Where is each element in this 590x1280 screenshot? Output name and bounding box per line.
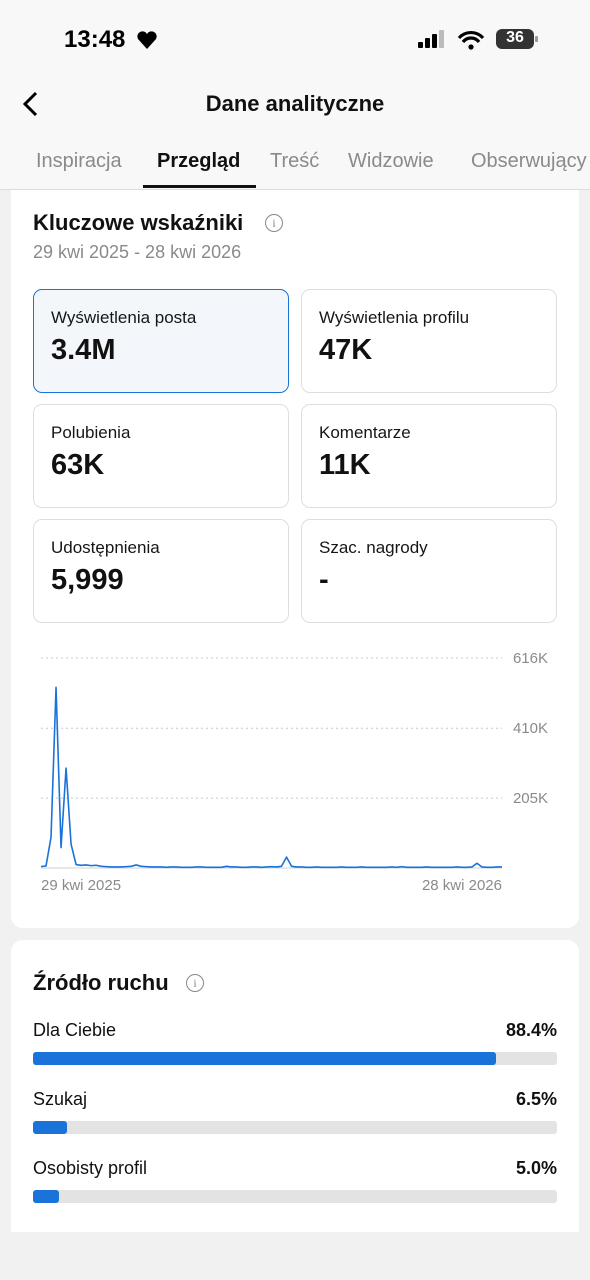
tab-underline	[143, 185, 256, 188]
info-icon[interactable]: i	[186, 974, 204, 992]
metric-label: Szac. nagrody	[319, 538, 428, 557]
traffic-card	[11, 940, 579, 1232]
tab[interactable]: Obserwujący	[471, 150, 587, 172]
clock: 13:48	[64, 26, 126, 53]
metric-label: Polubienia	[51, 423, 131, 442]
bar-track	[33, 1190, 557, 1203]
tab-active[interactable]: Przegląd	[157, 150, 241, 172]
metric-card[interactable]: Wyświetlenia profilu 47K	[301, 289, 557, 393]
status-icons	[418, 29, 538, 50]
divider	[0, 189, 590, 190]
info-icon[interactable]: i	[265, 214, 283, 232]
source-name: Osobisty profil	[33, 1158, 148, 1178]
data-line	[40, 686, 502, 869]
bar-track	[33, 1121, 557, 1134]
x-tick-label: 28 kwi 2026	[422, 877, 502, 894]
metric-label: Komentarze	[319, 423, 411, 442]
metric-value: 5,999	[51, 564, 124, 596]
top-area	[0, 0, 590, 190]
metric-value: 3.4M	[51, 334, 116, 366]
battery-level: 36	[506, 29, 524, 46]
source-value: 6.5%	[515, 1089, 557, 1109]
section-title: Kluczowe wskaźniki	[33, 210, 244, 235]
metric-label: Wyświetlenia posta	[51, 308, 197, 327]
bar	[33, 1190, 60, 1203]
metric-card[interactable]: Komentarze 11K	[301, 404, 557, 508]
date-range: 29 kwi 2025 - 28 kwi 2026	[33, 242, 242, 262]
metric-label: Wyświetlenia profilu	[319, 308, 470, 327]
back-button[interactable]	[18, 90, 42, 118]
metric-card[interactable]: Udostępnienia 5,999	[33, 519, 289, 623]
metric-card[interactable]: Polubienia 63K	[33, 404, 289, 508]
page-title: Dane analityczne	[205, 91, 385, 116]
metric-value: -	[319, 564, 329, 596]
line-chart: 205K 410K 616K 29 kwi 2025 28 kwi 2026	[40, 650, 548, 894]
tab[interactable]: Inspiracja	[36, 150, 122, 172]
y-tick-label: 616K	[513, 650, 548, 667]
traffic-list: Dla Ciebie 88.4% Szukaj 6.5% Osobisty profil…	[33, 1020, 557, 1203]
source-name: Dla Ciebie	[33, 1020, 117, 1040]
bar	[33, 1052, 497, 1065]
metric-value: 63K	[51, 449, 105, 481]
y-tick-label: 205K	[513, 790, 548, 807]
metric-label: Udostępnienia	[51, 538, 160, 557]
y-tick-label: 410K	[513, 720, 548, 737]
tab[interactable]: Widzowie	[348, 150, 434, 172]
source-name: Szukaj	[33, 1089, 88, 1109]
source-value: 88.4%	[505, 1020, 557, 1040]
source-value: 5.0%	[515, 1158, 557, 1178]
heart-icon	[137, 31, 157, 49]
metric-value: 47K	[319, 334, 373, 366]
section-title: Źródło ruchu	[33, 970, 169, 995]
bar	[33, 1121, 68, 1134]
metric-card[interactable]: Szac. nagrody -	[301, 519, 557, 623]
x-tick-label: 29 kwi 2025	[41, 877, 121, 894]
metric-value: 11K	[319, 449, 371, 481]
metric-card[interactable]: Wyświetlenia posta 3.4M	[33, 289, 289, 393]
tab[interactable]: Treść	[270, 150, 320, 172]
